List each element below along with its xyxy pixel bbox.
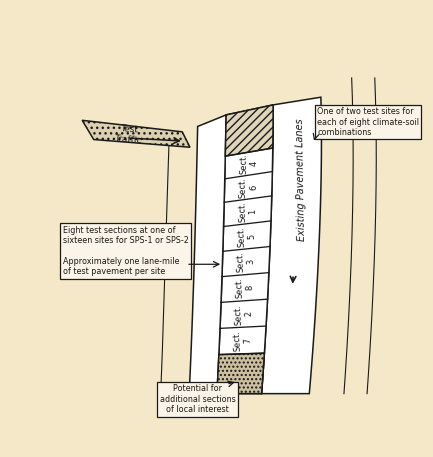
Polygon shape: [262, 97, 321, 393]
Text: Sect.
8: Sect. 8: [235, 276, 255, 298]
Text: Test
Traffic: Test Traffic: [114, 123, 143, 145]
Text: Sect.
1: Sect. 1: [238, 201, 258, 222]
Text: Sect.
6: Sect. 6: [238, 176, 258, 198]
Polygon shape: [82, 120, 190, 147]
Text: Sect.
5: Sect. 5: [237, 225, 257, 247]
Text: Potential for
additional sections
of local interest: Potential for additional sections of loc…: [160, 384, 236, 414]
Text: Eight test sections at one of
sixteen sites for SPS-1 or SPS-2

Approximately on: Eight test sections at one of sixteen si…: [63, 226, 189, 276]
Polygon shape: [217, 105, 273, 393]
Text: Existing Pavement Lanes: Existing Pavement Lanes: [294, 118, 307, 241]
Text: Sect.
2: Sect. 2: [233, 303, 254, 325]
Text: One of two test sites for
each of eight climate-soil
combinations: One of two test sites for each of eight …: [317, 107, 419, 137]
Text: Sect.
3: Sect. 3: [236, 251, 256, 273]
Text: Sect.
7: Sect. 7: [232, 329, 253, 351]
Polygon shape: [225, 105, 273, 156]
Polygon shape: [217, 353, 265, 393]
Text: Sect.
4: Sect. 4: [239, 153, 259, 174]
Polygon shape: [189, 115, 226, 393]
